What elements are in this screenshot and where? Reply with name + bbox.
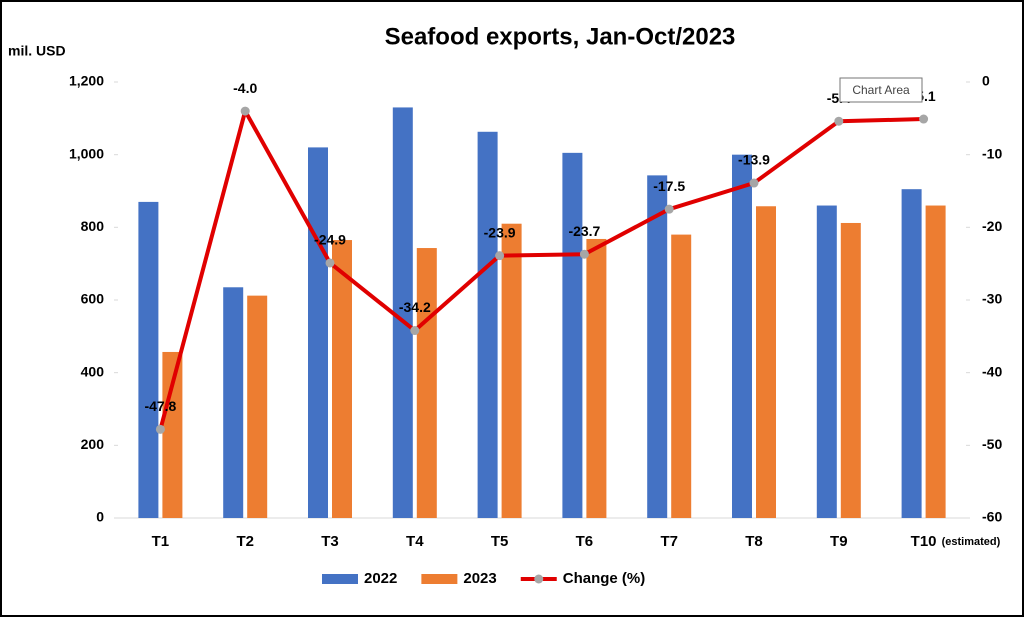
y-tick-label: 0 (96, 509, 104, 525)
y2-tick-label: 0 (982, 73, 990, 89)
data-label: -23.9 (484, 224, 516, 240)
x-tick-label: T8 (745, 533, 763, 550)
bar (247, 295, 268, 518)
tooltip (839, 77, 923, 103)
bar (562, 152, 583, 518)
legend-label: 2022 (364, 570, 397, 587)
bar (223, 287, 244, 518)
y-tick-label: 600 (81, 291, 105, 307)
data-label: -24.9 (314, 232, 346, 248)
data-label: -4.0 (233, 80, 257, 96)
bar (138, 201, 159, 518)
legend-label: 2023 (463, 570, 496, 587)
bar (671, 234, 692, 518)
x-tick-label: T6 (576, 533, 594, 550)
line (158, 109, 924, 430)
x-annotation: (estimated) (942, 536, 1001, 548)
line-marker (155, 424, 165, 434)
bar (816, 205, 837, 519)
bar (332, 240, 352, 519)
x-tick-label: T10 (911, 533, 937, 550)
line-marker (495, 251, 505, 261)
y-tick-label: 1,200 (69, 73, 104, 89)
y-axis-label: mil. USD (8, 43, 66, 59)
line-marker (664, 204, 674, 214)
data-label: -47.8 (144, 398, 176, 414)
bar (416, 248, 437, 518)
data-label: -23.7 (568, 223, 600, 239)
line-marker (240, 106, 250, 116)
legend-swatch (322, 574, 358, 584)
bar (477, 131, 498, 518)
y2-tick-label: -50 (982, 436, 1002, 452)
x-tick-label: T1 (152, 533, 170, 550)
y2-tick-label: -60 (982, 509, 1002, 525)
y-tick-label: 1,000 (69, 145, 104, 161)
line-marker (325, 258, 335, 268)
line-marker (579, 249, 589, 259)
data-label: -17.5 (653, 178, 685, 194)
x-tick-label: T3 (321, 533, 339, 550)
legend-swatch (421, 574, 458, 584)
bar (732, 154, 752, 518)
data-label: -34.2 (399, 299, 431, 315)
x-tick-label: T2 (236, 533, 254, 550)
legend-label: Change (%) (563, 570, 646, 587)
bar (586, 238, 607, 518)
bar (501, 223, 522, 518)
chart-title: Seafood exports, Jan-Oct/2023 (385, 23, 736, 50)
y2-tick-label: -30 (982, 291, 1002, 307)
bar (162, 351, 183, 518)
data-label: -13.9 (738, 152, 770, 168)
line-marker (834, 116, 844, 126)
y-tick-label: 800 (81, 218, 105, 234)
y-tick-label: 400 (81, 363, 105, 379)
bar (925, 205, 946, 519)
line-marker (410, 326, 420, 336)
legend-marker (534, 574, 544, 584)
bar (392, 107, 413, 518)
y-tick-label: 200 (81, 436, 105, 452)
line-marker (919, 114, 929, 124)
line-marker (749, 178, 759, 188)
x-tick-label: T4 (406, 533, 424, 550)
tooltip-text: Chart Area (852, 83, 910, 97)
bar (308, 147, 328, 518)
bar (647, 175, 668, 519)
x-tick-label: T7 (660, 533, 678, 550)
bar (756, 206, 776, 518)
x-tick-label: T9 (830, 533, 848, 550)
bar (901, 189, 922, 518)
bar (840, 222, 861, 518)
y2-tick-label: -10 (982, 145, 1002, 161)
x-tick-label: T5 (491, 533, 509, 550)
y2-tick-label: -20 (982, 218, 1002, 234)
y2-tick-label: -40 (982, 363, 1002, 379)
